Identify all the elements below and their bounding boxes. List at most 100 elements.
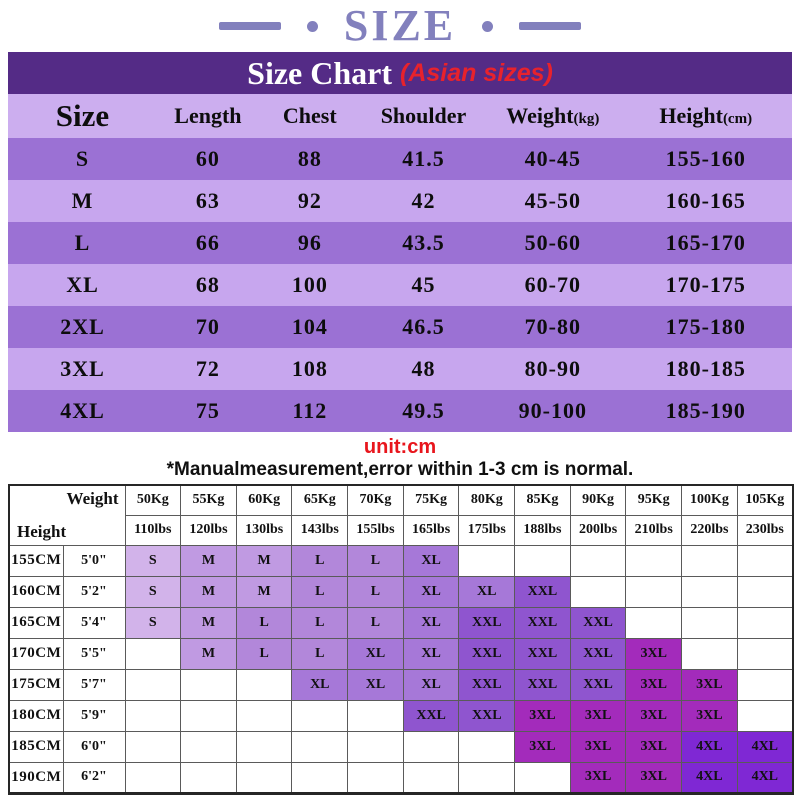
fit-corner-height-label: Height	[17, 521, 67, 541]
fit-size-cell: S	[124, 544, 182, 577]
fit-height-cm: 180CM	[8, 699, 64, 732]
fit-weight-kg: 65Kg	[291, 484, 349, 516]
fit-size-cell: M	[180, 606, 237, 639]
fit-header-kg-row: Weight Height 50Kg 55Kg 60Kg 65Kg 70Kg 75Kg 80Kg…	[8, 484, 794, 546]
fit-size-cell: XL	[402, 544, 460, 577]
measurement-note: *Manualmeasurement,error within 1-3 cm i…	[166, 459, 634, 480]
fit-weight-lbs: 120lbs	[180, 514, 237, 546]
size-cell: 63	[195, 188, 220, 213]
size-cell: 96	[297, 230, 322, 255]
fit-empty-cell	[681, 575, 738, 608]
fit-row-165cm: 165CM 5'4" S M L L L XL XXL XXL XXL	[8, 606, 794, 639]
size-row-s: S 60 88 41.5 40-45 155-160	[8, 138, 792, 180]
size-cell: 165-170	[665, 230, 746, 255]
size-cell: 4XL	[60, 398, 105, 423]
fit-size-cell: XXL	[458, 699, 516, 732]
fit-size-cell: L	[291, 606, 349, 639]
fit-empty-cell	[291, 730, 349, 763]
fit-size-cell: XXL	[569, 668, 627, 701]
fit-size-cell: 3XL	[514, 730, 571, 763]
size-cell: 104	[291, 314, 328, 339]
fit-empty-cell	[569, 575, 627, 608]
fit-empty-cell	[347, 761, 404, 794]
masthead-dot-left-icon	[306, 20, 318, 32]
fit-empty-cell	[736, 544, 794, 577]
size-cell: 3XL	[60, 356, 105, 381]
fit-size-cell: 3XL	[681, 668, 738, 701]
fit-height-ft: 6'2"	[62, 761, 126, 794]
fit-height-ft: 5'4"	[62, 606, 126, 639]
fit-row-185cm: 185CM 6'0" 3XL 3XL 3XL 4XL 4XL	[8, 730, 794, 763]
size-cell: 49.5	[402, 398, 445, 423]
masthead-dash-left-icon	[218, 22, 281, 30]
fit-empty-cell	[736, 699, 794, 732]
fit-size-cell: 3XL	[569, 761, 627, 794]
fit-size-cell: 4XL	[736, 730, 794, 763]
fit-size-cell: XXL	[458, 668, 516, 701]
size-row-m: M 63 92 42 45-50 160-165	[8, 180, 792, 222]
fit-empty-cell	[736, 575, 794, 608]
fit-size-cell: M	[180, 544, 237, 577]
size-table-header-row: Size Length Chest Shoulder Weight(kg) Height(…	[8, 94, 792, 138]
banner-subtitle: (Asian sizes)	[400, 58, 553, 87]
fit-empty-cell	[180, 730, 237, 763]
fit-size-cell: 4XL	[681, 730, 738, 763]
size-cell: 88	[297, 146, 322, 171]
size-row-l: L 66 96 43.5 50-60 165-170	[8, 222, 792, 264]
size-cell: 46.5	[402, 314, 445, 339]
size-cell: XL	[66, 272, 99, 297]
size-cell: M	[71, 188, 94, 213]
fit-weight-lbs: 230lbs	[736, 514, 794, 546]
fit-height-cm: 155CM	[8, 544, 64, 577]
fit-weight-kg: 55Kg	[180, 484, 237, 516]
fit-height-cm: 185CM	[8, 730, 64, 763]
fit-weight-lbs: 155lbs	[347, 514, 404, 546]
fit-table-body: 155CM 5'0" S M M L L XL 160CM 5'2" S M M L L XL XL XXL 165…	[8, 544, 794, 794]
size-cell: 175-180	[665, 314, 746, 339]
fit-empty-cell	[458, 761, 516, 794]
size-col-header-label: Size	[55, 98, 110, 133]
size-cell: 48	[411, 356, 436, 381]
fit-empty-cell	[514, 544, 571, 577]
fit-size-cell: 3XL	[625, 699, 683, 732]
fit-size-cell: M	[235, 575, 293, 608]
fit-size-cell: XXL	[514, 637, 571, 670]
size-cell: 42	[411, 188, 436, 213]
size-cell: 41.5	[402, 146, 445, 171]
size-table-body: S 60 88 41.5 40-45 155-160 M 63 92 42 45-50 160-165…	[8, 138, 792, 432]
fit-empty-cell	[124, 637, 182, 670]
fit-size-cell: 3XL	[569, 730, 627, 763]
fit-size-cell: XXL	[514, 606, 571, 639]
size-cell: 66	[195, 230, 220, 255]
size-cell: 2XL	[60, 314, 105, 339]
fit-size-cell: S	[124, 575, 182, 608]
fit-row-180cm: 180CM 5'9" XXL XXL 3XL 3XL 3XL 3XL	[8, 699, 794, 732]
fit-size-cell: L	[235, 637, 293, 670]
fit-empty-cell	[569, 544, 627, 577]
size-col-header-unit: (cm)	[722, 111, 753, 127]
fit-size-cell: XXL	[514, 668, 571, 701]
size-col-header-shoulder: Shoulder	[361, 94, 486, 138]
size-cell: 70	[195, 314, 220, 339]
size-cell: 100	[291, 272, 328, 297]
fit-size-cell: XL	[347, 637, 404, 670]
fit-size-cell: 3XL	[625, 761, 683, 794]
fit-empty-cell	[235, 761, 293, 794]
unit-note: unit:cm	[363, 436, 437, 458]
fit-size-cell: 4XL	[681, 761, 738, 794]
fit-size-cell: L	[347, 606, 404, 639]
size-cell: 45-50	[524, 188, 581, 213]
size-row-4xl: 4XL 75 112 49.5 90-100 185-190	[8, 390, 792, 432]
fit-empty-cell	[347, 699, 404, 732]
size-col-header-length: Length	[157, 94, 259, 138]
fit-empty-cell	[514, 761, 571, 794]
fit-empty-cell	[736, 668, 794, 701]
fit-size-cell: 3XL	[625, 668, 683, 701]
fit-weight-kg: 75Kg	[402, 484, 460, 516]
size-col-header-weight: Weight(kg)	[486, 94, 619, 138]
size-cell: 180-185	[665, 356, 746, 381]
fit-empty-cell	[291, 761, 349, 794]
fit-weight-lbs: 220lbs	[681, 514, 738, 546]
fit-size-cell: XXL	[402, 699, 460, 732]
fit-size-cell: XXL	[569, 637, 627, 670]
